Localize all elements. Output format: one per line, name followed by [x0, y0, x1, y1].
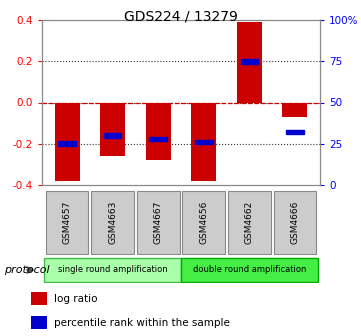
- Bar: [31, 292, 47, 305]
- Text: single round amplification: single round amplification: [58, 265, 168, 275]
- Text: GSM4657: GSM4657: [62, 201, 71, 244]
- Text: GSM4662: GSM4662: [245, 201, 254, 244]
- Text: GSM4667: GSM4667: [154, 201, 163, 244]
- Bar: [282, 102, 308, 117]
- Bar: [55, 102, 79, 181]
- Text: GDS224 / 13279: GDS224 / 13279: [123, 10, 238, 24]
- Text: GSM4656: GSM4656: [199, 201, 208, 244]
- Bar: [237, 22, 262, 102]
- FancyBboxPatch shape: [181, 258, 318, 282]
- Bar: [104, 133, 121, 138]
- Bar: [58, 141, 76, 146]
- Bar: [146, 102, 171, 160]
- Bar: [100, 102, 125, 156]
- FancyBboxPatch shape: [228, 191, 271, 254]
- FancyBboxPatch shape: [45, 191, 88, 254]
- FancyBboxPatch shape: [182, 191, 225, 254]
- FancyBboxPatch shape: [137, 191, 180, 254]
- Bar: [31, 316, 47, 329]
- Text: GSM4663: GSM4663: [108, 201, 117, 244]
- Text: double round amplification: double round amplification: [193, 265, 306, 275]
- FancyBboxPatch shape: [91, 191, 134, 254]
- Bar: [191, 102, 216, 181]
- FancyBboxPatch shape: [44, 258, 181, 282]
- Bar: [286, 130, 304, 134]
- Text: GSM4666: GSM4666: [291, 201, 299, 244]
- Bar: [149, 136, 167, 141]
- FancyBboxPatch shape: [274, 191, 316, 254]
- Text: protocol: protocol: [4, 265, 49, 275]
- Text: log ratio: log ratio: [54, 294, 97, 303]
- Bar: [240, 59, 258, 64]
- Text: percentile rank within the sample: percentile rank within the sample: [54, 318, 230, 328]
- Bar: [195, 140, 213, 144]
